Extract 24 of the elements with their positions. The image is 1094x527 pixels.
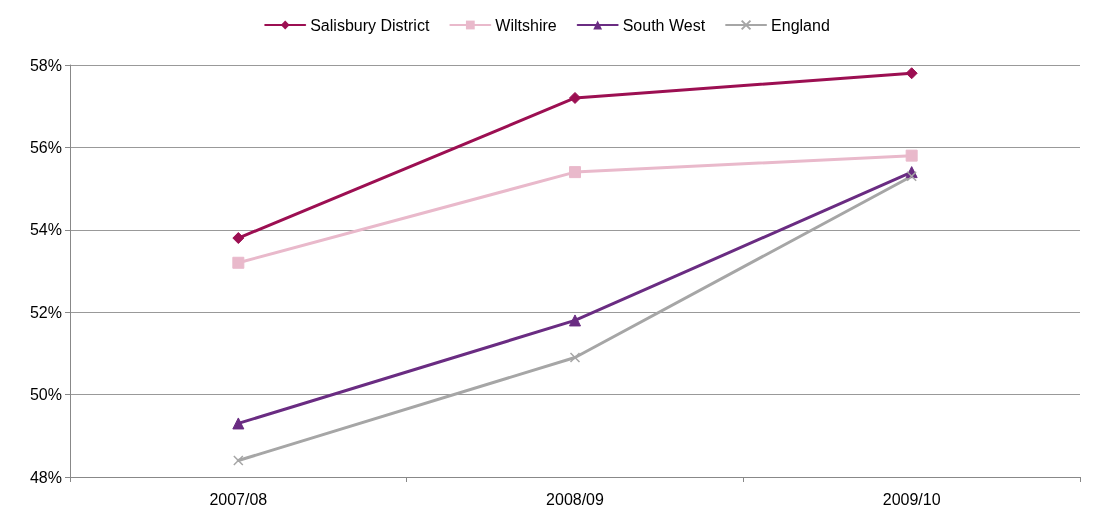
point xyxy=(569,166,581,179)
point xyxy=(232,256,245,269)
legend-label: Salisbury District xyxy=(310,16,430,34)
y-tick-label: 54% xyxy=(29,221,62,239)
legend-label: South West xyxy=(622,16,706,34)
point xyxy=(905,149,918,162)
point xyxy=(569,352,581,363)
x-tick-label: 2007/08 xyxy=(209,490,268,508)
y-tick-label: 50% xyxy=(29,386,62,404)
x-tick-label: 2008/09 xyxy=(546,490,605,508)
point xyxy=(906,170,917,182)
point xyxy=(232,232,245,245)
point xyxy=(569,314,581,327)
legend-label: Wiltshire xyxy=(495,16,557,34)
legend-label: England xyxy=(771,16,830,34)
point xyxy=(232,417,245,430)
point xyxy=(233,455,244,466)
y-tick-label: 58% xyxy=(29,56,62,74)
y-tick-label: 52% xyxy=(29,303,62,321)
y-tick-label: 56% xyxy=(29,138,62,156)
point xyxy=(905,67,918,80)
y-tick-label: 48% xyxy=(29,468,62,486)
x-tick-label: 2009/10 xyxy=(882,490,941,508)
point xyxy=(569,91,581,104)
